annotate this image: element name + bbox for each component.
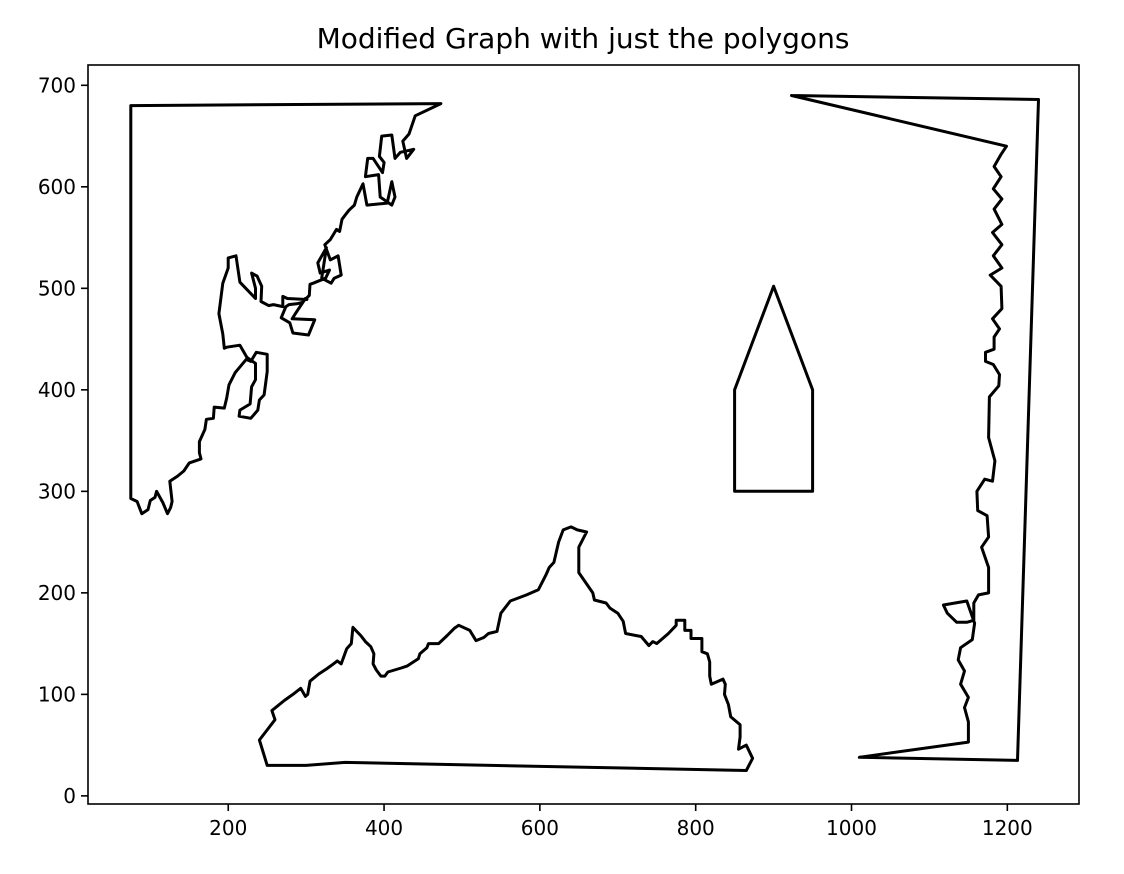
- polygon-3: [790, 94, 1040, 762]
- y-axis: 0 100 200 300 400 500 600 700: [38, 73, 88, 808]
- y-tick-label: 200: [38, 581, 76, 605]
- chart-title: Modified Graph with just the polygons: [317, 22, 850, 55]
- x-axis: 200 400 600 800 1000 1200: [209, 804, 1033, 840]
- x-tick-label: 800: [677, 816, 715, 840]
- x-tick-label: 200: [209, 816, 247, 840]
- x-tick-label: 1000: [826, 816, 877, 840]
- y-tick-label: 700: [38, 73, 76, 97]
- y-tick-label: 300: [38, 479, 76, 503]
- y-tick-label: 0: [63, 784, 76, 808]
- y-tick-label: 400: [38, 378, 76, 402]
- polygon-2: [733, 284, 815, 493]
- x-tick-label: 600: [521, 816, 559, 840]
- x-tick-label: 400: [365, 816, 403, 840]
- y-tick-label: 500: [38, 276, 76, 300]
- x-tick-label: 1200: [982, 816, 1033, 840]
- polygon-4: [257, 525, 755, 772]
- axes-frame: [87, 64, 1080, 805]
- y-tick-label: 600: [38, 175, 76, 199]
- plot-area: [129, 94, 1040, 772]
- polygon-1: [129, 102, 443, 516]
- y-tick-label: 100: [38, 682, 76, 706]
